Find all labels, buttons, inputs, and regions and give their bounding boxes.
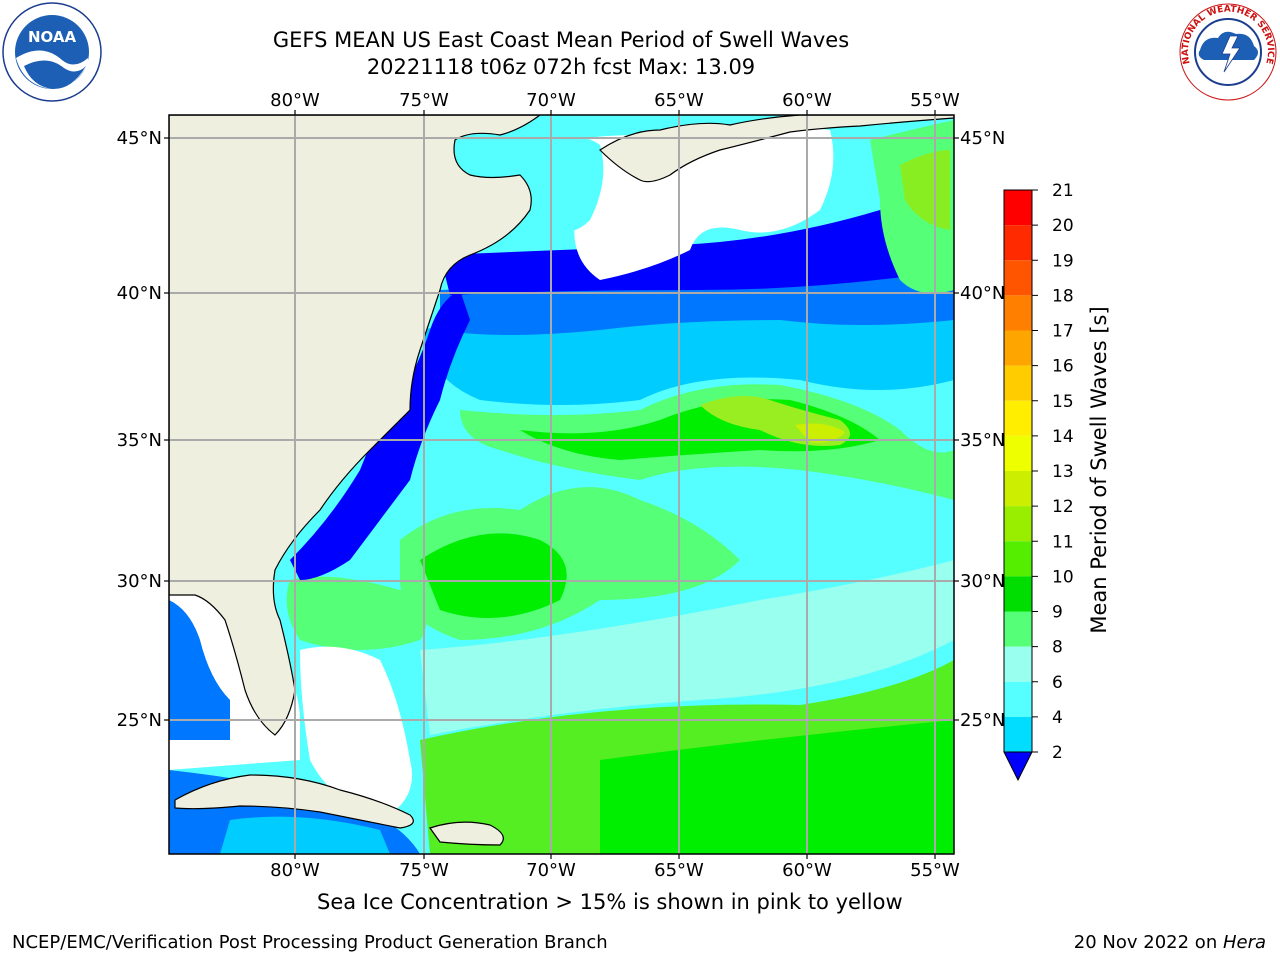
lon-label-bottom: 55°W (910, 860, 960, 881)
svg-text:NOAA: NOAA (28, 28, 77, 46)
nodata-bahamas (300, 646, 412, 820)
lon-label-top: 80°W (270, 90, 320, 111)
footer-date: 20 Nov 2022 on Hera (1074, 932, 1266, 953)
gulf-blue (169, 600, 230, 740)
map-title-line2: 20221118 t06z 072h fcst Max: 13.09 (366, 55, 756, 79)
colorbar-segment (1004, 716, 1032, 752)
colorbar-tick-label: 4 (1052, 708, 1063, 728)
colorbar-tick-label: 21 (1052, 181, 1074, 201)
colorbar-tick-label: 16 (1052, 357, 1074, 377)
southern-band-core (600, 720, 954, 854)
colorbar-tick-label: 15 (1052, 392, 1074, 412)
footer-date-text: 20 Nov 2022 on (1073, 932, 1223, 953)
central-green-core (420, 533, 567, 618)
bay-of-fundy (538, 136, 604, 232)
colorbar-segment (1004, 400, 1032, 436)
transition-band (420, 560, 954, 735)
land-hispaniola (429, 821, 504, 846)
ne-green-core (900, 150, 950, 230)
caribbean-cyan (220, 816, 390, 854)
land-nova-scotia (599, 115, 954, 183)
lon-label-bottom: 75°W (399, 860, 449, 881)
colorbar-tick-label: 20 (1052, 216, 1074, 236)
colorbar-segment (1004, 435, 1032, 471)
lat-label-left: 35°N (117, 430, 162, 451)
colorbar-segment (1004, 471, 1032, 507)
colorbar-segment (1004, 576, 1032, 612)
colorbar-segment (1004, 365, 1032, 401)
lon-label-bottom: 70°W (526, 860, 576, 881)
colorbar-tick-label: 19 (1052, 251, 1074, 271)
gridlines (169, 115, 954, 854)
lat-label-right: 35°N (960, 430, 1005, 451)
noaa-logo: NOAA (2, 2, 102, 102)
colorbar-tick-label: 12 (1052, 497, 1074, 517)
colorbar-segment (1004, 646, 1032, 682)
colorbar-segment (1004, 611, 1032, 647)
lat-label-left: 40°N (117, 283, 162, 304)
colorbar-segment (1004, 225, 1032, 261)
lon-label-bottom: 65°W (654, 860, 704, 881)
map-title-line1: GEFS MEAN US East Coast Mean Period of S… (272, 28, 850, 52)
colorbar-segment (1004, 260, 1032, 296)
map-frame (168, 114, 955, 855)
lat-label-left: 30°N (117, 571, 162, 592)
lon-label-bottom: 60°W (782, 860, 832, 881)
lon-label-top: 60°W (782, 90, 832, 111)
map-field (169, 115, 954, 854)
lon-label-bottom: 80°W (270, 860, 320, 881)
lon-label-top: 65°W (654, 90, 704, 111)
colorbar-segment (1004, 681, 1032, 717)
lat-label-left: 45°N (117, 128, 162, 149)
footer-branch: NCEP/EMC/Verification Post Processing Pr… (12, 932, 608, 953)
colorbar-label: Mean Period of Swell Waves [s] (1087, 306, 1111, 633)
lon-label-top: 55°W (910, 90, 960, 111)
north-dark-blue (440, 200, 954, 295)
colorbar-tick-label: 9 (1052, 603, 1063, 623)
colorbar-tick-label: 2 (1052, 743, 1063, 763)
florida-green (286, 576, 427, 650)
colorbar-segment (1004, 295, 1032, 331)
colorbar-segment (1004, 506, 1032, 542)
colorbar-tick-label: 8 (1052, 638, 1063, 658)
colorbar-tick-label: 6 (1052, 673, 1063, 693)
colorbar-tick-label: 18 (1052, 286, 1074, 306)
colorbar-tick-label: 17 (1052, 322, 1074, 342)
lat-label-right: 40°N (960, 283, 1005, 304)
sea-ice-note: Sea Ice Concentration > 15% is shown in … (317, 890, 903, 914)
colorbar-segment (1004, 190, 1032, 226)
lat-label-right: 45°N (960, 128, 1005, 149)
colorbar-segment (1004, 541, 1032, 577)
lon-label-top: 75°W (399, 90, 449, 111)
nws-logo: NATIONAL WEATHER SERVICE (1178, 2, 1278, 102)
colorbar-tick-label: 11 (1052, 532, 1074, 552)
colorbar-tick-label: 13 (1052, 462, 1074, 482)
lat-label-left: 25°N (117, 710, 162, 731)
colorbar: 21 20 19 18 17 16 15 14 13 12 11 10 9 8 6 4 2 (1003, 181, 1074, 782)
footer-machine: Hera (1222, 932, 1266, 953)
lat-label-right: 30°N (960, 571, 1005, 592)
colorbar-extend-arrow (1003, 751, 1033, 782)
colorbar-tick-label: 14 (1052, 427, 1074, 447)
lon-label-top: 70°W (526, 90, 576, 111)
lat-label-right: 25°N (960, 710, 1005, 731)
colorbar-tick-label: 10 (1052, 567, 1074, 587)
colorbar-segment (1004, 330, 1032, 366)
